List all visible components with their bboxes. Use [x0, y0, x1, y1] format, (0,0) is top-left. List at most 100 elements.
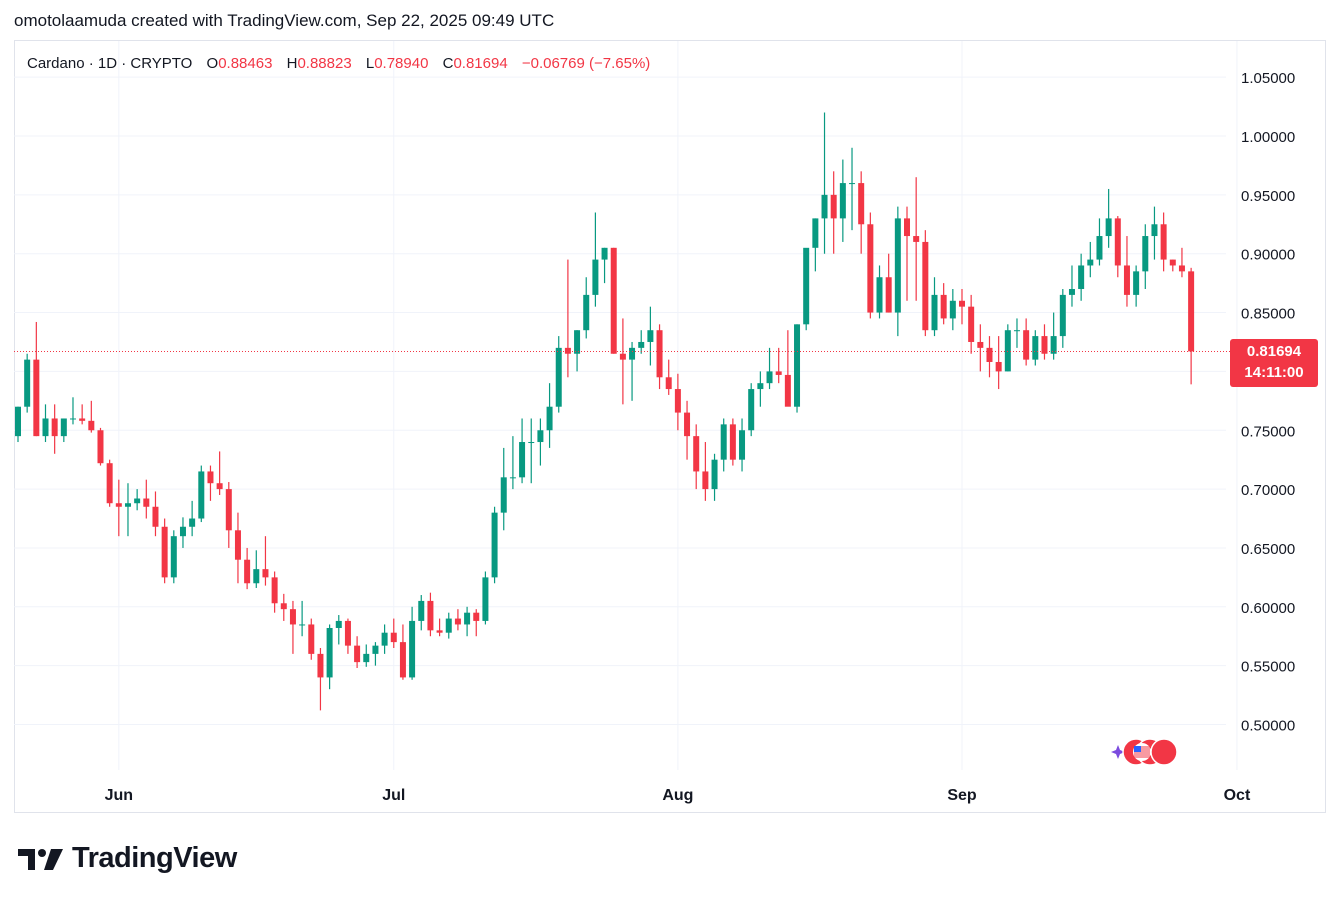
candle [372, 642, 379, 666]
candle [464, 606, 471, 637]
candle-body [867, 224, 874, 313]
last-price-value: 0.81694 [1246, 343, 1302, 360]
candle-body [170, 536, 177, 578]
candle-body [619, 353, 626, 360]
candle-body [253, 569, 260, 584]
candle [1114, 216, 1121, 278]
candle [729, 418, 736, 466]
candle [289, 600, 296, 654]
candle [894, 206, 901, 337]
candle-body [729, 424, 736, 460]
candle-body [803, 247, 810, 325]
candle [977, 324, 984, 372]
candle-body [775, 371, 782, 375]
candle-body [1188, 271, 1195, 352]
candle [647, 306, 654, 366]
candle-body [601, 247, 608, 260]
candle-body [940, 294, 947, 319]
candle-body [482, 577, 489, 621]
candle-body [335, 620, 342, 628]
candle-body [317, 653, 324, 678]
candle-body [1032, 336, 1039, 360]
candle-body [207, 471, 214, 484]
tradingview-logo-text: TradingView [72, 842, 237, 874]
candle-body [381, 632, 388, 646]
candle [24, 353, 31, 413]
y-tick-label: 0.65000 [1241, 541, 1295, 558]
candle-body [308, 624, 315, 654]
candle [812, 218, 819, 272]
candle-body [1041, 336, 1048, 354]
candle-body [638, 341, 645, 348]
candle-body [179, 526, 186, 537]
candle [262, 536, 269, 586]
candle [794, 324, 801, 413]
candle [1041, 324, 1048, 360]
candle-body [262, 569, 269, 578]
candle [1105, 188, 1112, 248]
candle [1068, 265, 1075, 307]
candle [537, 418, 544, 466]
candle [803, 247, 810, 331]
candle-body [363, 653, 370, 663]
candle [134, 489, 141, 511]
candle-body [60, 418, 67, 437]
candle [326, 624, 333, 690]
candle [234, 512, 241, 584]
candle-body [124, 503, 131, 507]
events-icon[interactable] [1111, 738, 1178, 766]
candle-body [198, 471, 205, 519]
candle [784, 330, 791, 407]
tradingview-logo-icon [18, 848, 63, 870]
candle [51, 404, 58, 454]
candle-body [702, 471, 709, 490]
candle-body [784, 374, 791, 407]
candle-body [748, 389, 755, 431]
candle-body [289, 609, 296, 625]
candle [775, 347, 782, 384]
y-tick-label: 0.70000 [1241, 482, 1295, 499]
candle-body [134, 498, 141, 504]
candle-body [88, 420, 95, 431]
candle [1123, 236, 1130, 307]
candle [198, 465, 205, 523]
candle [216, 451, 223, 495]
candle [253, 550, 260, 588]
legend-high-value: 0.88823 [297, 55, 352, 72]
candle [399, 624, 406, 680]
candle-body [555, 347, 562, 407]
candle-body [995, 361, 1002, 372]
tradingview-logo[interactable]: TradingView [18, 842, 237, 875]
candle [867, 212, 874, 319]
candle [610, 247, 617, 354]
candle [555, 336, 562, 413]
candle-body [280, 603, 287, 610]
candle [1142, 224, 1149, 290]
y-tick-label: 0.75000 [1241, 423, 1295, 440]
y-tick-label: 0.55000 [1241, 659, 1295, 676]
candle-body [299, 624, 306, 626]
candle [519, 418, 526, 484]
candle [931, 277, 938, 337]
candle [968, 294, 975, 354]
x-tick-label: Sep [947, 787, 977, 804]
candle [445, 612, 452, 639]
candle-body [894, 218, 901, 313]
candle [766, 347, 773, 390]
candle [189, 500, 196, 537]
candle [509, 436, 516, 490]
candle-body [922, 241, 929, 331]
candle [693, 424, 700, 490]
candle-body [1013, 330, 1020, 332]
candle [207, 465, 214, 501]
candle-body [1123, 265, 1130, 295]
y-tick-label: 0.85000 [1241, 306, 1295, 323]
ohlc-legend: Cardano · 1D · CRYPTO O0.88463 H0.88823 … [27, 55, 650, 72]
time-axis: Jun Jul Aug Sep Oct [105, 787, 1251, 804]
x-tick-label: Jun [105, 787, 133, 804]
candle [885, 253, 892, 313]
candle [60, 418, 67, 443]
candle-body [1004, 330, 1011, 372]
candle-body [986, 347, 993, 362]
